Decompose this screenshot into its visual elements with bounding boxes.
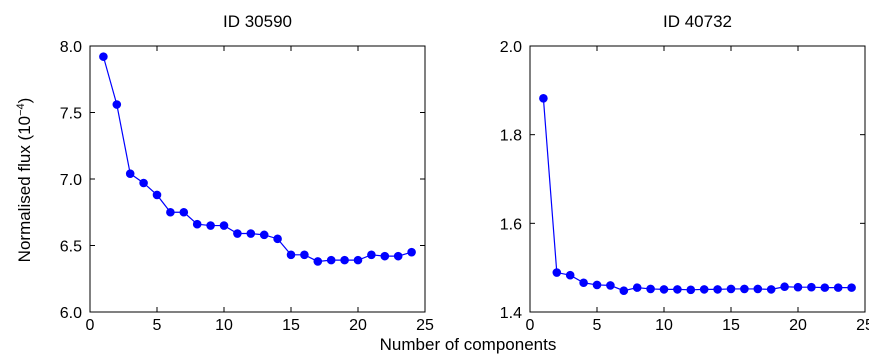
data-point xyxy=(673,285,682,294)
data-point xyxy=(179,207,189,217)
data-point xyxy=(646,284,655,294)
y-tick-label: 1.4 xyxy=(500,305,522,322)
data-point xyxy=(273,234,282,244)
data-point xyxy=(233,229,242,238)
plot-frame xyxy=(89,45,426,313)
y-tick-label: 1.8 xyxy=(500,128,522,145)
data-point xyxy=(380,251,390,261)
x-tick-label: 20 xyxy=(349,317,367,334)
data-point xyxy=(565,270,575,280)
data-point xyxy=(793,282,803,292)
data-point xyxy=(219,221,229,230)
data-point xyxy=(780,282,789,292)
data-point xyxy=(847,283,856,292)
data-point xyxy=(99,52,108,61)
x-tick-label: 0 xyxy=(526,317,535,334)
y-tick-label: 7.0 xyxy=(60,172,82,189)
series-line xyxy=(542,98,852,292)
y-tick-label: 6.0 xyxy=(60,305,82,322)
data-point xyxy=(579,278,588,288)
y-tick-label: 7.5 xyxy=(60,106,82,123)
data-point xyxy=(166,207,175,217)
data-point xyxy=(632,283,642,292)
y-axis-label: Normalised flux (10−4) xyxy=(15,98,34,263)
data-point xyxy=(112,100,122,109)
data-point xyxy=(686,285,696,295)
data-point xyxy=(152,190,162,200)
data-point xyxy=(206,221,215,230)
data-point xyxy=(740,284,749,294)
data-point xyxy=(606,281,615,290)
x-tick-label: 15 xyxy=(722,317,740,334)
data-point xyxy=(592,280,602,290)
data-point xyxy=(139,178,148,188)
data-point xyxy=(820,283,830,292)
data-point xyxy=(300,250,309,260)
chart-panel-id-30590: ID 30590 0 5 10 15 20 25 6.0 6.5 7.0 7.5 8.0 xyxy=(60,12,434,334)
x-tick-label: 20 xyxy=(789,317,807,334)
data-point xyxy=(753,284,763,294)
chart-title: ID 30590 xyxy=(223,12,292,31)
y-tick-label: 1.6 xyxy=(500,216,522,233)
data-point xyxy=(259,230,269,240)
data-point xyxy=(393,251,403,261)
data-point xyxy=(192,219,202,229)
data-point xyxy=(726,284,736,294)
data-point xyxy=(539,94,548,103)
data-point xyxy=(407,247,416,257)
data-point xyxy=(807,282,816,292)
data-point xyxy=(353,255,363,265)
data-point xyxy=(713,285,722,294)
series-line xyxy=(102,56,412,263)
data-point xyxy=(125,169,135,178)
chart-panel-id-40732: ID 40732 0 5 10 15 20 25 1.4 1.6 1.8 2.0 xyxy=(500,12,869,334)
y-tick-label: 8.0 xyxy=(60,39,82,56)
x-tick-label: 10 xyxy=(655,317,673,334)
x-tick-label: 25 xyxy=(416,317,434,334)
data-point xyxy=(659,285,669,294)
x-tick-label: 15 xyxy=(282,317,300,334)
x-tick-label: 10 xyxy=(215,317,233,334)
data-point xyxy=(766,285,776,294)
x-tick-label: 0 xyxy=(86,317,95,334)
data-point xyxy=(367,250,376,260)
data-point xyxy=(340,255,349,265)
data-point xyxy=(699,285,709,294)
x-axis-label: Number of components xyxy=(380,335,557,354)
data-point xyxy=(552,268,562,277)
data-point xyxy=(326,255,336,265)
y-axis-label-close: ) xyxy=(15,98,34,104)
y-axis-label-main: Normalised flux (10 xyxy=(15,116,34,262)
plot-frame xyxy=(529,45,866,313)
data-point xyxy=(619,286,629,296)
y-axis-label-exponent: −4 xyxy=(15,103,27,116)
x-tick-label: 25 xyxy=(856,317,869,334)
data-point xyxy=(833,283,843,292)
x-tick-label: 5 xyxy=(153,317,162,334)
data-point xyxy=(313,257,323,266)
x-tick-label: 5 xyxy=(593,317,602,334)
data-point xyxy=(286,250,296,260)
chart-title: ID 40732 xyxy=(663,12,732,31)
y-tick-label: 2.0 xyxy=(500,39,522,56)
y-tick-label: 6.5 xyxy=(60,239,82,256)
data-point xyxy=(246,229,256,238)
